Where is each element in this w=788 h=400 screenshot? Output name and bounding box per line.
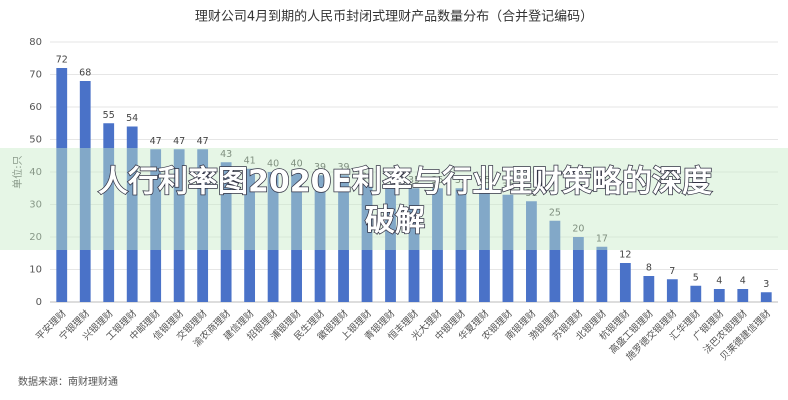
y-axis-label: 单位:只 [11,155,24,188]
y-tick-label: 40 [29,167,42,178]
bar [432,188,443,302]
bar [713,289,725,302]
value-label: 40 [291,159,303,170]
overlay-line: 人行利率图2020E利率与行业理财策略的深度 [98,165,712,200]
bar [479,188,490,302]
value-label: 43 [220,149,232,160]
bar [267,172,279,302]
y-tick-label: 20 [29,232,42,243]
bar [173,149,185,302]
bar [572,237,584,302]
bar [314,175,326,302]
bar [549,220,561,302]
bar [455,188,467,302]
bar [291,172,302,302]
bar [737,289,749,302]
value-label: 25 [549,207,561,218]
value-label: 39 [314,162,326,173]
value-label: 54 [126,113,138,124]
value-label: 20 [572,224,584,235]
bar [244,168,256,302]
bar [666,279,678,302]
bar [385,185,396,302]
bar [408,188,420,302]
bar [502,194,514,302]
value-label: 36 [361,172,373,183]
y-tick-label: 60 [29,102,42,113]
value-label: 68 [79,68,91,79]
value-label: 40 [267,159,279,170]
y-tick-label: 50 [29,135,42,146]
y-tick-label: 30 [29,200,42,211]
value-label: 7 [669,266,675,277]
bar [79,81,91,302]
value-label: 35 [478,175,490,186]
value-label: 47 [150,136,162,147]
value-label: 41 [244,155,256,166]
y-tick-label: 10 [29,265,42,276]
value-label: 35 [431,175,443,186]
value-label: 3 [763,279,769,290]
value-label: 5 [693,272,699,283]
y-tick-label: 0 [36,297,42,308]
value-label: 72 [56,55,68,66]
y-tick-label: 70 [29,70,42,81]
bar [103,123,115,302]
value-label: 47 [173,136,185,147]
y-tick-label: 80 [29,37,42,48]
bar [126,126,138,302]
value-label: 33 [502,181,514,192]
bar [56,68,68,302]
bar [643,276,655,302]
value-label: 17 [596,233,608,244]
bar [220,162,232,302]
bar [596,246,608,302]
bar [619,263,631,302]
value-label: 4 [740,276,746,287]
bar [760,292,772,302]
value-label: 47 [197,136,209,147]
overlay-line: 破解 [365,204,425,239]
value-label: 35 [455,175,467,186]
bar [361,185,373,302]
value-label: 35 [408,175,420,186]
value-label: 39 [338,162,350,173]
bar [150,149,162,302]
chart-title: 理财公司4月到期的人民币封闭式理财产品数量分布（合并登记编码） [195,9,593,25]
value-label: 55 [103,110,115,121]
bar [197,149,209,302]
value-label: 4 [716,276,722,287]
bar [338,175,349,302]
overlay-band [0,148,788,250]
value-label: 31 [525,188,537,199]
bar [526,201,537,302]
value-label: 12 [619,250,631,261]
source: 数据来源：南财理财通 [18,375,118,388]
bar [690,285,702,302]
value-label: 8 [646,263,652,274]
value-label: 36 [384,172,396,183]
